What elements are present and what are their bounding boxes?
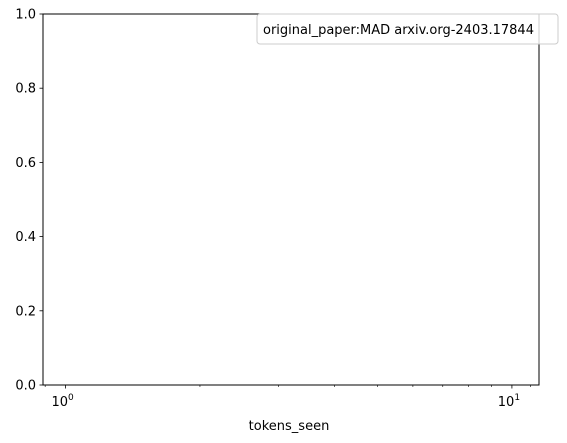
x-major-ticks: 100 101 [51,385,520,410]
x-tick-label: 101 [498,393,520,410]
y-tick-label: 0.6 [15,156,36,171]
legend: original_paper:MAD arxiv.org-2403.17844 [256,13,559,45]
y-tick-label: 0.4 [15,230,36,245]
y-tick-label: 0.8 [15,82,36,97]
y-tick-label: 0.0 [15,379,36,394]
legend-box [256,13,559,45]
legend-entry: original_paper:MAD arxiv.org-2403.17844 [263,23,534,38]
y-tick-label: 0.2 [15,304,36,319]
y-ticks: 0.0 0.2 0.4 0.6 0.8 1.0 [15,8,43,394]
y-tick-label: 1.0 [15,8,36,23]
plot-area [42,13,540,386]
x-tick-label: 100 [51,393,74,410]
x-axis-label: tokens_seen [249,419,330,434]
